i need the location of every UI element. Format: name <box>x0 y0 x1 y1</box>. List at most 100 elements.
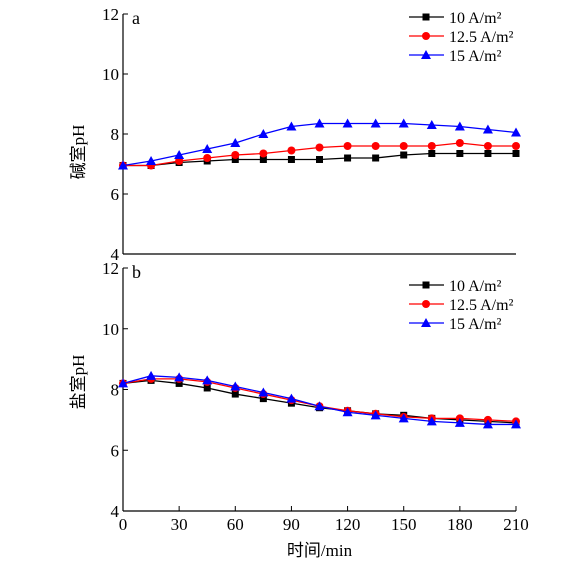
data-point <box>343 142 352 150</box>
data-point <box>344 154 352 162</box>
data-point <box>371 142 380 150</box>
data-point <box>427 142 436 150</box>
data-point <box>118 160 128 170</box>
x-tick-label: 180 <box>447 515 473 534</box>
data-point <box>286 393 297 403</box>
data-point <box>455 139 464 147</box>
data-point <box>259 395 267 403</box>
series-2 <box>119 374 520 426</box>
y-axis-title: 碱室pH <box>69 125 88 180</box>
data-point <box>259 149 268 158</box>
data-point <box>456 150 464 157</box>
data-point <box>202 375 213 385</box>
data-point <box>259 156 267 163</box>
data-point <box>372 154 380 162</box>
data-point <box>454 417 465 427</box>
series-3 <box>118 118 521 170</box>
y-axis-title: 盐室pH <box>69 355 88 410</box>
x-tick-label: 210 <box>503 515 529 534</box>
data-point <box>342 118 353 128</box>
data-point <box>316 156 323 163</box>
x-tick-label: 0 <box>119 515 128 534</box>
series-2 <box>119 139 520 170</box>
panel-label: a <box>132 8 140 28</box>
data-point <box>426 416 437 426</box>
panel-label: b <box>132 262 141 282</box>
legend: 10 A/m² 12.5 A/m² 15 A/m² <box>409 10 514 65</box>
data-point <box>399 142 408 150</box>
data-point <box>175 379 183 387</box>
y-tick-label: 12 <box>102 259 119 278</box>
legend: 10 A/m² 12.5 A/m² 15 A/m² <box>409 278 514 333</box>
data-point <box>174 372 185 382</box>
data-point <box>174 150 185 159</box>
data-point <box>287 146 296 155</box>
data-point <box>258 129 269 138</box>
x-tick-label: 90 <box>283 515 300 534</box>
y-tick-label: 6 <box>111 441 120 460</box>
x-tick-label: 150 <box>391 515 417 534</box>
data-point <box>286 121 297 131</box>
data-point <box>146 156 157 165</box>
data-point <box>202 144 213 153</box>
data-point <box>398 118 409 128</box>
data-point <box>512 150 520 157</box>
data-point <box>314 118 325 128</box>
legend-marker <box>422 32 430 40</box>
data-point <box>230 381 241 391</box>
legend-marker <box>422 300 430 308</box>
legend-marker <box>422 281 430 289</box>
legend-label: 12.5 A/m² <box>449 29 514 46</box>
data-point <box>511 127 521 137</box>
y-tick-label: 4 <box>111 502 120 521</box>
data-point <box>511 419 521 429</box>
chart-panel-a: 4 6 8 10 12 a 碱室pH 10 A/m² 12.5 A/m² 15 A/m² <box>69 5 521 264</box>
data-point <box>454 121 465 131</box>
data-point <box>146 370 157 380</box>
legend-label: 15 A/m² <box>449 316 502 333</box>
y-tick-label: 8 <box>111 125 120 144</box>
data-point <box>315 143 324 152</box>
data-point <box>426 120 437 129</box>
data-point <box>203 154 212 162</box>
data-point <box>482 419 493 429</box>
y-tick-label: 6 <box>111 185 120 204</box>
legend-label: 10 A/m² <box>449 278 502 295</box>
data-point <box>287 156 295 163</box>
data-point <box>512 142 520 150</box>
data-point <box>231 151 240 159</box>
data-point <box>370 118 381 128</box>
data-point <box>342 407 353 417</box>
data-point <box>370 410 381 420</box>
data-point <box>400 151 408 159</box>
data-point <box>398 413 409 423</box>
data-point <box>484 150 492 157</box>
data-point <box>118 378 128 388</box>
y-tick-label: 10 <box>102 65 119 84</box>
data-point <box>258 387 269 397</box>
x-axis-title: 时间/min <box>287 541 353 560</box>
y-tick-label: 12 <box>102 5 119 24</box>
x-tick-label: 120 <box>335 515 361 534</box>
x-tick-label: 60 <box>227 515 244 534</box>
legend-marker <box>422 13 430 21</box>
legend-label: 12.5 A/m² <box>449 297 514 314</box>
data-point <box>483 142 492 150</box>
y-tick-label: 8 <box>111 381 120 400</box>
series-3 <box>118 370 521 429</box>
y-tick-label: 4 <box>111 245 120 264</box>
legend-label: 10 A/m² <box>449 10 502 27</box>
legend-marker <box>421 318 431 327</box>
data-point <box>203 384 211 392</box>
legend-marker <box>421 50 431 59</box>
legend-label: 15 A/m² <box>449 48 502 65</box>
data-point <box>231 156 239 163</box>
y-tick-label: 10 <box>102 320 119 339</box>
data-point <box>230 138 241 147</box>
data-point <box>482 124 493 134</box>
data-point <box>314 401 325 411</box>
x-tick-label: 30 <box>171 515 188 534</box>
data-point <box>428 150 436 157</box>
